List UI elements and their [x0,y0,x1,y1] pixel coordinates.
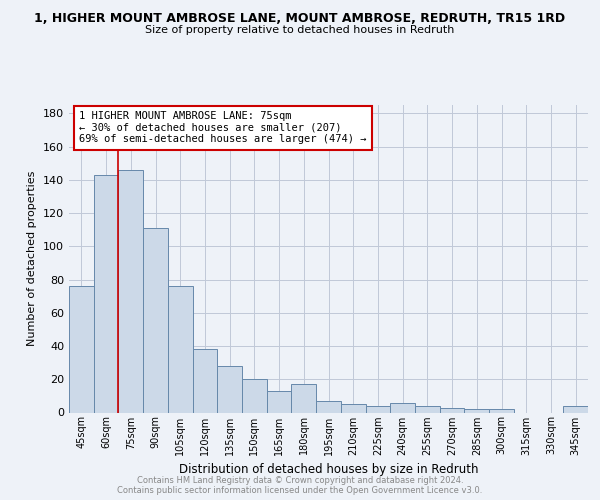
Bar [563,406,588,412]
Text: 1, HIGHER MOUNT AMBROSE LANE, MOUNT AMBROSE, REDRUTH, TR15 1RD: 1, HIGHER MOUNT AMBROSE LANE, MOUNT AMBR… [34,12,566,26]
Bar [193,350,217,412]
Bar [94,175,118,412]
Y-axis label: Number of detached properties: Number of detached properties [28,171,37,346]
Bar [316,401,341,412]
Bar [489,409,514,412]
Bar [365,406,390,412]
Bar [440,408,464,412]
Text: 1 HIGHER MOUNT AMBROSE LANE: 75sqm
← 30% of detached houses are smaller (207)
69: 1 HIGHER MOUNT AMBROSE LANE: 75sqm ← 30%… [79,111,367,144]
Text: Size of property relative to detached houses in Redruth: Size of property relative to detached ho… [145,25,455,35]
Bar [69,286,94,412]
Text: Contains HM Land Registry data © Crown copyright and database right 2024.
Contai: Contains HM Land Registry data © Crown c… [118,476,482,495]
Bar [464,409,489,412]
Bar [242,380,267,412]
Bar [390,402,415,412]
Bar [415,406,440,412]
Bar [267,391,292,412]
Bar [168,286,193,412]
Bar [292,384,316,412]
X-axis label: Distribution of detached houses by size in Redruth: Distribution of detached houses by size … [179,463,478,476]
Bar [341,404,365,412]
Bar [118,170,143,412]
Bar [143,228,168,412]
Bar [217,366,242,412]
